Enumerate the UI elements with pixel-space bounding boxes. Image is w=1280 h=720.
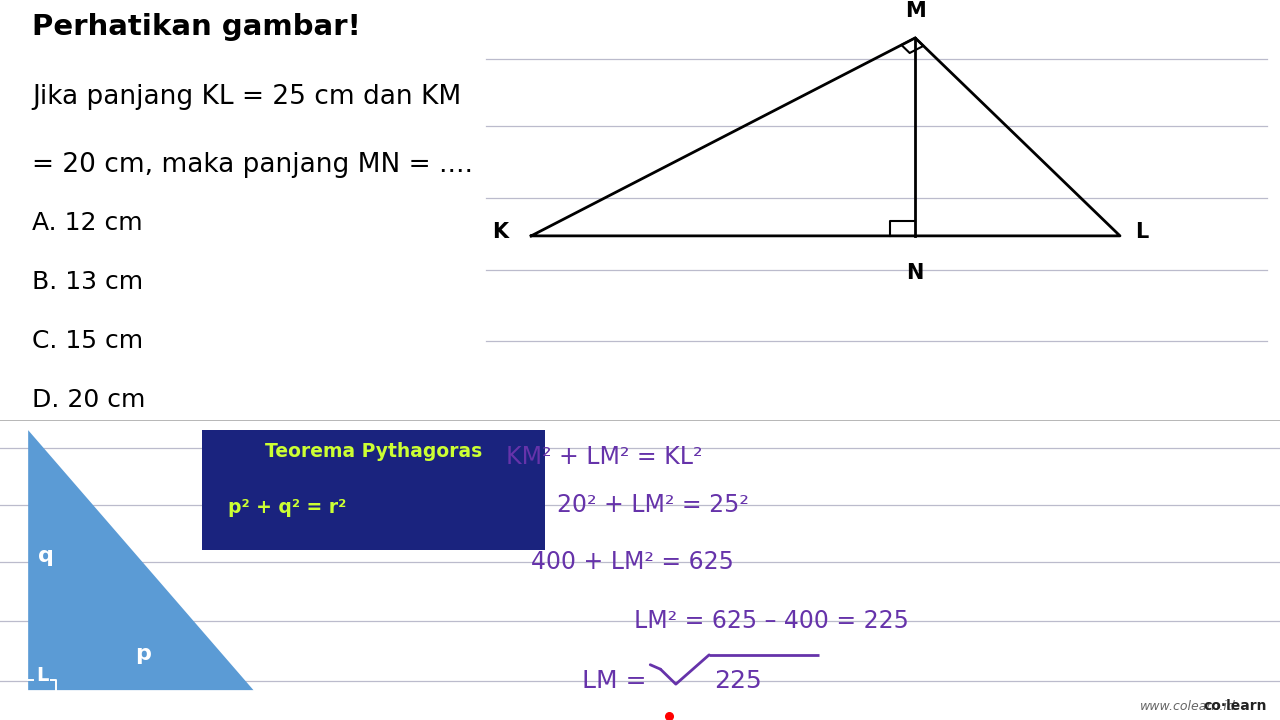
Text: 20² + LM² = 25²: 20² + LM² = 25² — [557, 493, 749, 517]
Text: 225: 225 — [714, 669, 762, 693]
Text: 400 + LM² = 625: 400 + LM² = 625 — [531, 549, 733, 574]
Polygon shape — [28, 430, 253, 690]
Text: D. 20 cm: D. 20 cm — [32, 387, 146, 412]
Text: Perhatikan gambar!: Perhatikan gambar! — [32, 13, 361, 40]
Text: L: L — [36, 666, 49, 685]
Text: Jika panjang KL = 25 cm dan KM: Jika panjang KL = 25 cm dan KM — [32, 84, 461, 110]
Text: Teorema Pythagoras: Teorema Pythagoras — [265, 442, 483, 461]
Text: C. 15 cm: C. 15 cm — [32, 328, 143, 353]
Text: co·learn: co·learn — [1203, 698, 1267, 713]
Text: KM² + LM² = KL²: KM² + LM² = KL² — [506, 445, 703, 469]
Text: L: L — [1135, 222, 1148, 242]
Text: LM =: LM = — [582, 669, 655, 693]
Text: A. 12 cm: A. 12 cm — [32, 210, 142, 235]
Text: M: M — [905, 1, 925, 21]
Text: r: r — [132, 522, 142, 541]
FancyBboxPatch shape — [202, 430, 545, 549]
Text: LM² = 625 – 400 = 225: LM² = 625 – 400 = 225 — [634, 609, 909, 634]
Text: B. 13 cm: B. 13 cm — [32, 269, 143, 294]
Text: www.colearn.id: www.colearn.id — [1139, 700, 1235, 713]
Text: K: K — [492, 222, 508, 242]
Text: = 20 cm, maka panjang MN = ....: = 20 cm, maka panjang MN = .... — [32, 152, 474, 178]
Text: q: q — [38, 546, 54, 566]
Text: N: N — [906, 264, 924, 283]
Text: p² + q² = r²: p² + q² = r² — [228, 498, 346, 518]
Text: p: p — [136, 644, 151, 665]
